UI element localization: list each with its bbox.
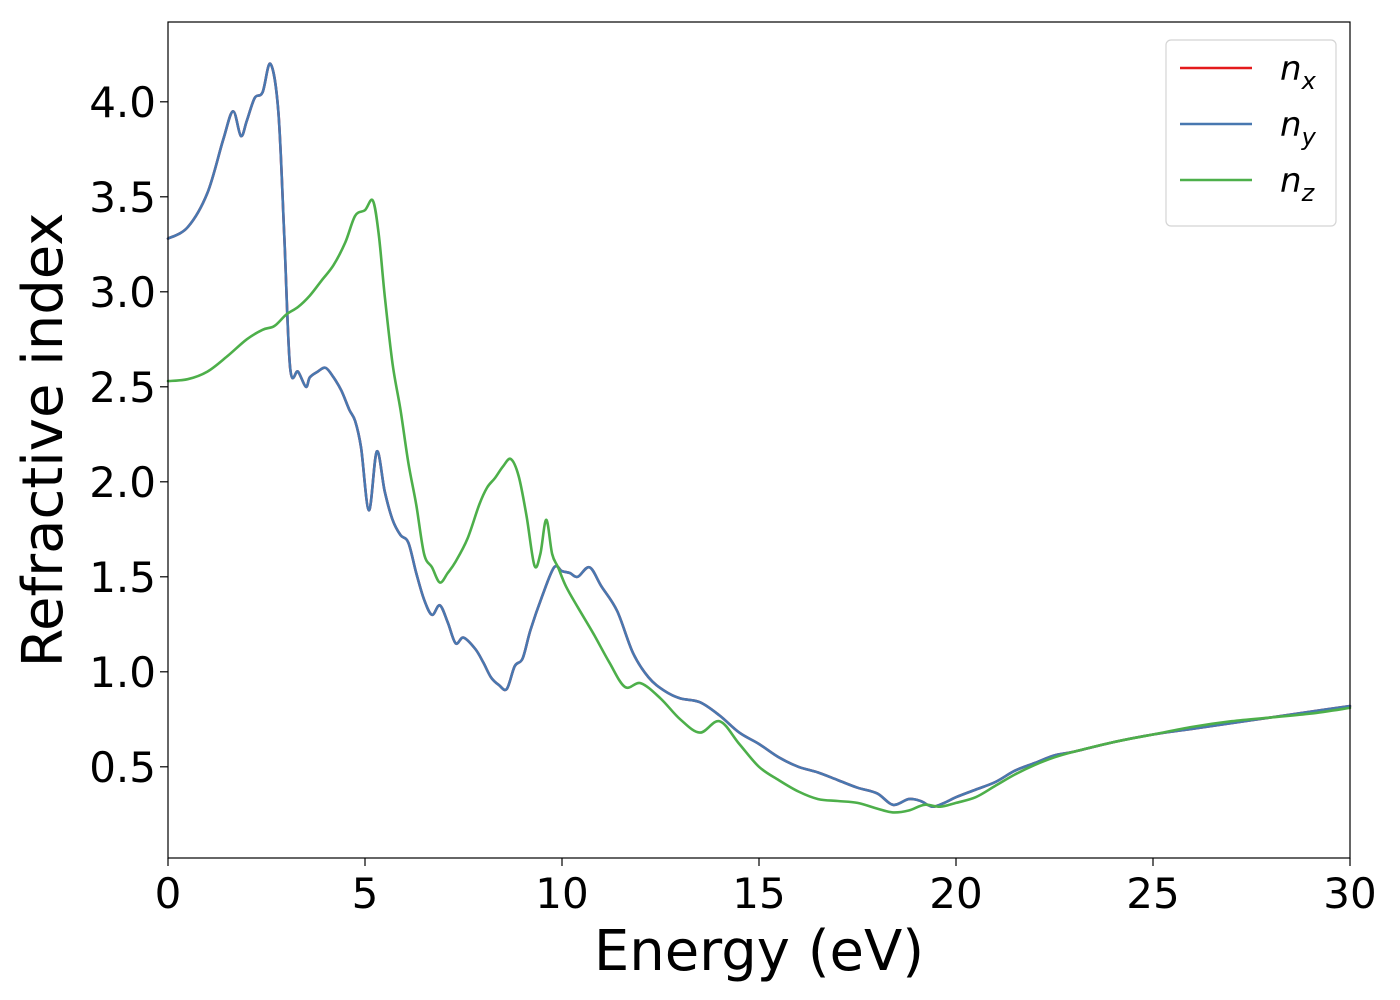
y-tick-label: 3.5 (89, 173, 156, 222)
x-tick-label: 0 (155, 869, 182, 918)
y-axis-label: Refractive index (11, 213, 76, 668)
y-tick-label: 1.0 (89, 648, 156, 697)
y-tick-label: 2.5 (89, 363, 156, 412)
y-tick-label: 3.0 (89, 268, 156, 317)
x-tick-label: 15 (732, 869, 785, 918)
x-tick-label: 20 (929, 869, 982, 918)
y-tick-label: 0.5 (89, 743, 156, 792)
y-tick-label: 2.0 (89, 458, 156, 507)
y-tick-label: 1.5 (89, 553, 156, 602)
series-line-n-y (166, 62, 1352, 809)
x-axis-label: Energy (eV) (594, 919, 924, 984)
x-tick-label: 10 (535, 869, 588, 918)
x-tick-label: 5 (352, 869, 379, 918)
x-tick-label: 30 (1323, 869, 1376, 918)
series-line-n-z (166, 198, 1352, 814)
x-axis: 0 5 10 15 20 25 30 (155, 858, 1377, 918)
y-tick-label: 4.0 (89, 78, 156, 127)
x-tick-label: 25 (1126, 869, 1179, 918)
y-axis: 0.5 1.0 1.5 2.0 2.5 3.0 3.5 4.0 (89, 78, 168, 792)
series-layer (166, 62, 1352, 814)
